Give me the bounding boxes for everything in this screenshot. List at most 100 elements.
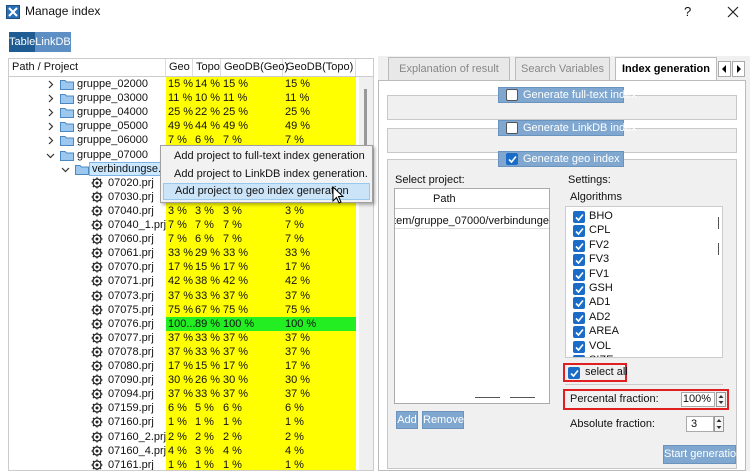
algorithm-checkbox[interactable] (573, 239, 585, 252)
select-all-label[interactable]: select all (585, 366, 628, 378)
group-label[interactable]: Generate full-text index (523, 89, 637, 101)
tree-item-name[interactable]: gruppe_06000 (77, 134, 148, 147)
tree-item-name[interactable]: 07071.prj (108, 275, 154, 288)
cell-value: 4 % (168, 444, 187, 457)
tree-item-name[interactable]: gruppe_07000 (77, 148, 148, 161)
cell-value: 3 % (195, 444, 214, 457)
panel-tab[interactable]: Explanation of result (388, 57, 510, 80)
tree-item-name[interactable]: verbindungse... (89, 161, 171, 176)
cell-value: 4 % (285, 444, 304, 457)
path-row[interactable]: teilesystem/gruppe_07000/verbindunge (395, 215, 549, 229)
algorithm-name[interactable]: AD1 (589, 296, 611, 309)
select-all-checkbox[interactable] (568, 367, 580, 379)
tree-item-name[interactable]: 07161.prj (108, 458, 154, 471)
tree-item-name[interactable]: 07160_2.prj (108, 430, 167, 443)
group-label[interactable]: Generate geo index (523, 153, 620, 165)
tree-item-name[interactable]: 07070.prj (108, 261, 154, 274)
folder-icon (75, 164, 89, 175)
row-fill (166, 344, 356, 360)
algorithm-checkbox[interactable] (573, 225, 585, 238)
tree-item-name[interactable]: 07080.prj (108, 360, 154, 372)
panel-tab[interactable]: Index generation (615, 57, 717, 81)
cell-value: 25 % (285, 106, 311, 119)
algorithm-name[interactable]: CPL (589, 224, 611, 237)
hscroll-mark (510, 397, 535, 398)
panel-tab[interactable]: Search Variables (515, 57, 610, 80)
tree-item-name[interactable]: 07075.prj (108, 303, 154, 316)
cell-value: 37 % (168, 345, 194, 358)
algorithm-checkbox[interactable] (573, 297, 585, 310)
algorithm-name[interactable]: FV3 (589, 253, 610, 266)
tree-item-name[interactable]: 07160_4.prj (108, 444, 167, 457)
view-tab[interactable]: LinkDB (35, 32, 71, 52)
tree-item-name[interactable]: 07060.prj (108, 233, 154, 246)
tree-item-name[interactable]: 07076.prj (108, 317, 154, 330)
menu-item[interactable]: Add project to geo index generation (163, 183, 370, 200)
tree-item-name[interactable]: gruppe_02000 (77, 78, 148, 90)
tree-body: gruppe_02000 15 % 14 % 15 % 15 % gruppe_03000… (9, 77, 359, 471)
algorithm-checkbox[interactable] (573, 254, 585, 267)
algorithm-name[interactable]: FV1 (589, 267, 610, 280)
close-button[interactable] (727, 6, 739, 18)
view-tab[interactable]: Table (9, 32, 35, 52)
tree-item-name[interactable]: 07078.prj (108, 345, 154, 358)
tree-item-name[interactable]: 07077.prj (108, 331, 154, 344)
algorithm-name[interactable]: GSH (589, 282, 613, 294)
expand-arrow (48, 136, 54, 145)
menu-item[interactable]: Add project to LinkDB index generation. (174, 167, 368, 180)
tree-item-name[interactable]: 07090.prj (108, 374, 154, 387)
algorithm-checkbox[interactable] (573, 355, 585, 357)
algorithm-name[interactable]: BHO (589, 210, 613, 222)
group-checkbox[interactable] (506, 89, 518, 101)
tree-item-name[interactable]: 07040_1.prj (108, 219, 167, 231)
row-fill (166, 401, 356, 416)
remove-button[interactable]: Remove (422, 411, 464, 429)
start-generation-button[interactable]: Start generation (663, 445, 742, 464)
algorithm-checkbox[interactable] (573, 268, 585, 281)
group-label[interactable]: Generate LinkDB index (523, 122, 637, 134)
cell-value: 33 % (223, 247, 249, 260)
help-button[interactable]: ? (684, 4, 692, 19)
check-mark (575, 242, 584, 250)
tree-item-name[interactable]: gruppe_03000 (77, 92, 148, 105)
tree-item-name[interactable]: 07030.prj (108, 190, 154, 203)
cell-value: 37 % (285, 388, 311, 401)
expand-arrow (48, 108, 54, 117)
algorithm-checkbox[interactable] (573, 211, 585, 223)
algorithm-checkbox[interactable] (573, 326, 585, 339)
group-checkbox[interactable] (506, 153, 518, 165)
algorithm-name[interactable]: AREA (589, 325, 619, 338)
tree-item-name[interactable]: 07159.prj (108, 402, 154, 415)
tree-item-name[interactable]: 07160.prj (108, 416, 154, 429)
tree-row: 07076.prj 100... 89 % 100 % 100 % (9, 316, 359, 332)
row-fill (166, 91, 356, 106)
algorithm-checkbox[interactable] (573, 311, 585, 324)
tree-item-name[interactable]: 07040.prj (108, 204, 154, 217)
tree-item-name[interactable]: 07073.prj (108, 289, 154, 302)
algorithm-checkbox[interactable] (573, 340, 585, 353)
algorithm-name[interactable]: AD2 (589, 310, 611, 323)
algorithm-name[interactable]: SIZE (589, 353, 613, 357)
tree-item-name[interactable]: 07061.prj (108, 247, 154, 260)
tree-item-name[interactable]: 07020.prj (108, 176, 154, 189)
tree-row: 07160_4.prj 4 % 3 % 4 % 4 % (9, 443, 359, 459)
algorithm-name[interactable]: VOL (589, 339, 612, 352)
project-icon (91, 459, 103, 470)
percental-fraction-input[interactable]: 100% (681, 392, 715, 407)
add-button[interactable]: Add (396, 411, 418, 429)
menu-item[interactable]: Add project to full-text index generatio… (174, 150, 365, 162)
cell-value: 11 % (223, 92, 248, 105)
tree-row: 07040_1.prj 7 % 7 % 7 % 7 % (9, 218, 359, 233)
cell-value: 100 % (223, 317, 255, 330)
algorithm-checkbox[interactable] (573, 283, 585, 295)
separator (565, 384, 723, 385)
group-checkbox[interactable] (506, 122, 518, 134)
cell-value: 6 % (285, 402, 304, 415)
tree-item-name[interactable]: gruppe_05000 (77, 120, 148, 133)
cell-value: 6 % (168, 402, 187, 415)
absolute-fraction-input[interactable]: 3 (686, 416, 714, 432)
tree-item-name[interactable]: gruppe_04000 (77, 106, 148, 119)
tree-item-name[interactable]: 07094.prj (108, 388, 154, 401)
algorithm-name[interactable]: FV2 (589, 238, 610, 251)
tree-row: 07094.prj 37 % 33 % 37 % 37 % (9, 387, 359, 402)
